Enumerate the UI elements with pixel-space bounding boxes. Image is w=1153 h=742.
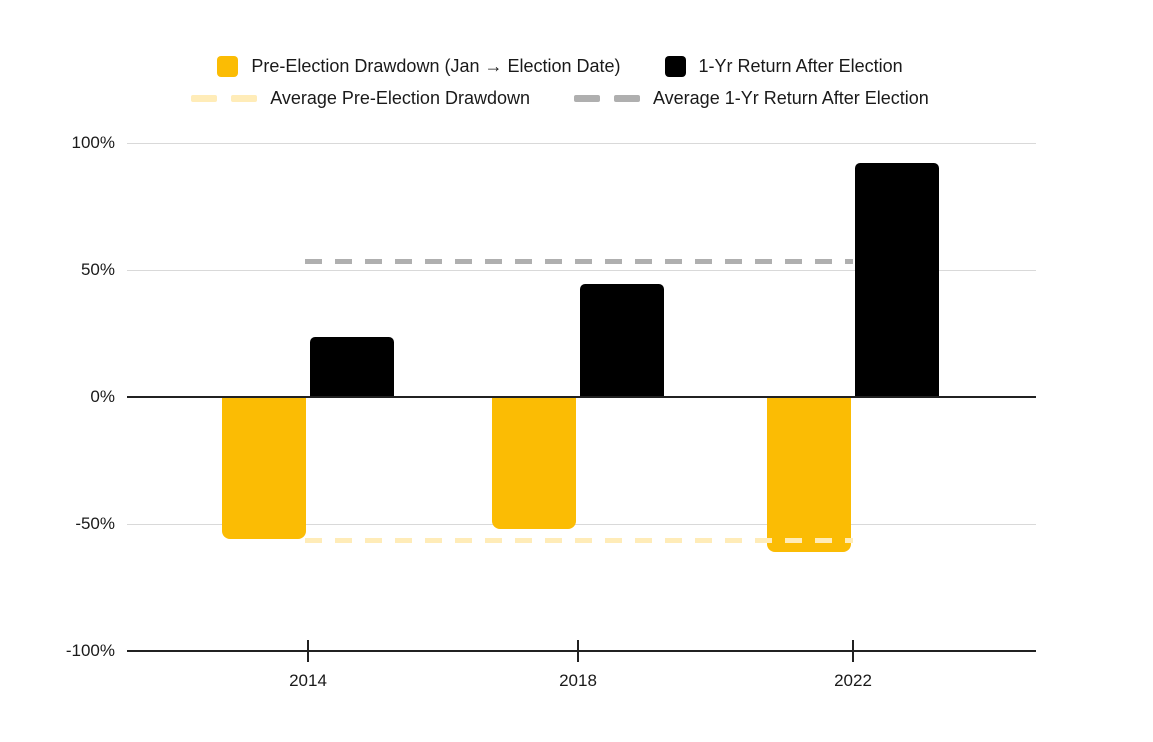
average-1yr-return-dash-icon: [573, 94, 640, 102]
x-axis-label-2014: 2014: [289, 671, 327, 690]
y-axis-label: 0%: [90, 387, 115, 406]
gridline-50%: [127, 270, 1036, 271]
legend-item-average-drawdown: Average Pre-Election Drawdown: [191, 86, 530, 110]
x-axis-tick-2018: [577, 640, 579, 662]
gridline--50%: [127, 524, 1036, 525]
legend-item-average-1yr-return: Average 1-Yr Return After Election: [573, 86, 929, 110]
1yr-return-swatch-icon: [664, 55, 686, 77]
x-axis-tick-2022: [852, 640, 854, 662]
bar-2018-return: [580, 283, 664, 397]
x-axis-label-2018: 2018: [559, 671, 597, 690]
bar-2022-drawdown: [767, 397, 851, 552]
bar-2022-return: [855, 163, 939, 397]
legend-item-1yr-return: 1-Yr Return After Election: [664, 54, 903, 78]
x-axis-label-2022: 2022: [834, 671, 872, 690]
x-axis-line: [127, 650, 1036, 652]
bar-2018-drawdown: [492, 397, 576, 530]
legend-label-average-1yr-return: Average 1-Yr Return After Election: [652, 88, 929, 108]
legend-label-1yr-return: 1-Yr Return After Election: [698, 56, 903, 76]
gridline-100%: [127, 143, 1036, 144]
pre-election-drawdown-swatch-icon: [217, 55, 239, 77]
y-axis-label: 50%: [80, 260, 115, 279]
average-line-return: [305, 259, 853, 265]
bar-2014-return: [310, 337, 394, 397]
legend-label-average-drawdown: Average Pre-Election Drawdown: [270, 88, 530, 108]
y-axis-label: 100%: [71, 133, 115, 152]
legend-label-pre-election-drawdown: Pre-Election Drawdown (Jan → Election Da…: [251, 56, 621, 76]
average-drawdown-dash-icon: [191, 94, 258, 102]
x-axis-tick-2014: [307, 640, 309, 662]
bar-2014-drawdown: [222, 397, 306, 540]
legend-row-1: Pre-Election Drawdown (Jan → Election Da…: [20, 54, 1100, 78]
legend-item-pre-election-drawdown: Pre-Election Drawdown (Jan → Election Da…: [217, 54, 621, 78]
legend-row-2: Average Pre-Election Drawdown Average 1-…: [20, 86, 1100, 110]
y-axis-label: -100%: [65, 641, 115, 660]
average-line-drawdown: [305, 537, 853, 543]
zero-axis-line: [127, 396, 1036, 398]
y-axis-label: -50%: [75, 514, 115, 533]
